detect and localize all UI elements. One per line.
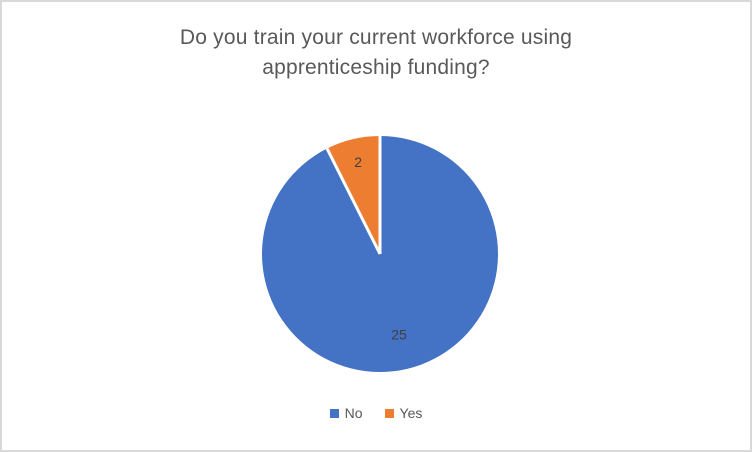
chart-title: Do you train your current workforce usin…	[2, 23, 750, 83]
legend-marker-no-icon	[329, 408, 339, 418]
legend-item-yes[interactable]: Yes	[384, 405, 423, 421]
legend-label-no: No	[344, 405, 363, 421]
legend: No Yes	[2, 405, 750, 421]
slice-divider	[325, 147, 382, 255]
legend-label-yes: Yes	[399, 405, 423, 421]
chart-title-line-1: Do you train your current workforce usin…	[179, 26, 573, 49]
chart-title-line-2: apprenticeship funding?	[262, 56, 490, 79]
data-label-no: 25	[391, 326, 407, 342]
data-label-yes: 2	[354, 154, 362, 170]
legend-marker-yes-icon	[384, 408, 394, 418]
legend-item-no[interactable]: No	[329, 405, 363, 421]
pie-chart: 25 2	[261, 136, 498, 373]
